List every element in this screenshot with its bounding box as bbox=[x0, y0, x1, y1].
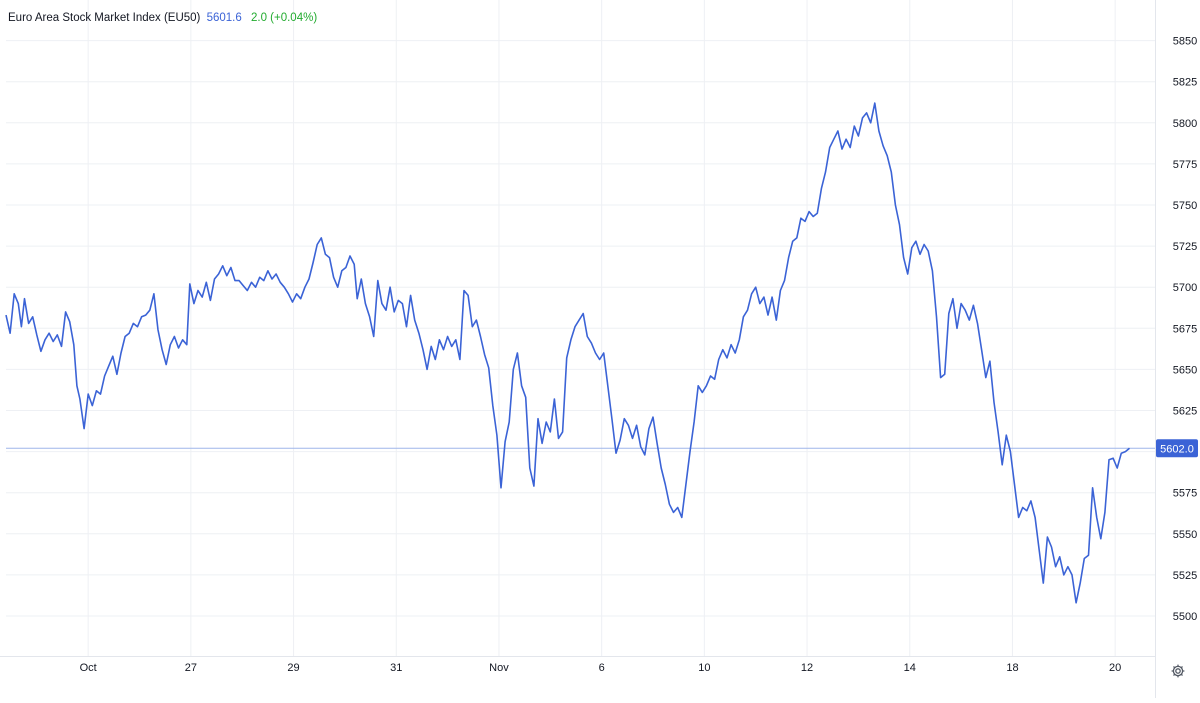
legend-change-value: 2.0 (+0.04%) bbox=[250, 12, 318, 24]
time-axis-label: 31 bbox=[390, 662, 402, 674]
time-axis-label: 14 bbox=[904, 662, 916, 674]
horizontal-gridlines bbox=[6, 40, 1155, 617]
time-axis-label: 18 bbox=[1006, 662, 1018, 674]
price-axis-label: 5750 bbox=[1173, 200, 1197, 212]
price-axis-labels[interactable]: 5500552555505575560056255650567557005725… bbox=[1173, 36, 1197, 623]
time-axis-label: 10 bbox=[698, 662, 710, 674]
price-axis-label: 5550 bbox=[1173, 529, 1197, 541]
price-axis-label: 5850 bbox=[1173, 36, 1197, 48]
time-axis-label: 20 bbox=[1109, 662, 1121, 674]
last-price-tag-background bbox=[1156, 439, 1198, 458]
price-axis-label: 5525 bbox=[1173, 570, 1197, 582]
price-axis-label: 5650 bbox=[1173, 364, 1197, 376]
price-axis-label: 5800 bbox=[1173, 118, 1197, 130]
price-axis-label: 5775 bbox=[1173, 159, 1197, 171]
price-axis-label: 5725 bbox=[1173, 241, 1197, 253]
price-axis-label: 5700 bbox=[1173, 282, 1197, 294]
legend-symbol-title: Euro Area Stock Market Index (EU50) bbox=[8, 12, 201, 24]
price-axis-label: 5575 bbox=[1173, 488, 1197, 500]
price-axis-label: 5825 bbox=[1173, 77, 1197, 89]
last-price-tag-label: 5602.0 bbox=[1160, 443, 1194, 455]
price-axis-label: 5675 bbox=[1173, 323, 1197, 335]
time-axis-labels[interactable]: Oct 27 29 31 Nov 6 10 12 14 18 20 bbox=[80, 662, 1122, 674]
time-axis-label: 29 bbox=[287, 662, 299, 674]
legend-last-value: 5601.6 bbox=[206, 12, 242, 24]
time-axis-label: Oct bbox=[80, 662, 97, 674]
time-axis-label: 12 bbox=[801, 662, 813, 674]
series-line bbox=[5, 102, 1131, 604]
gear-icon[interactable] bbox=[1170, 663, 1186, 679]
last-price-tag: 5602.0 bbox=[1156, 439, 1198, 458]
chart-legend: Euro Area Stock Market Index (EU50) 5601… bbox=[8, 12, 317, 24]
gear-icon-glyph bbox=[1171, 664, 1185, 678]
time-axis-label: 27 bbox=[185, 662, 197, 674]
price-axis-label: 5500 bbox=[1173, 611, 1197, 623]
time-axis-label: Nov bbox=[489, 662, 509, 674]
price-axis-label: 5625 bbox=[1173, 406, 1197, 418]
time-axis-label: 6 bbox=[599, 662, 605, 674]
